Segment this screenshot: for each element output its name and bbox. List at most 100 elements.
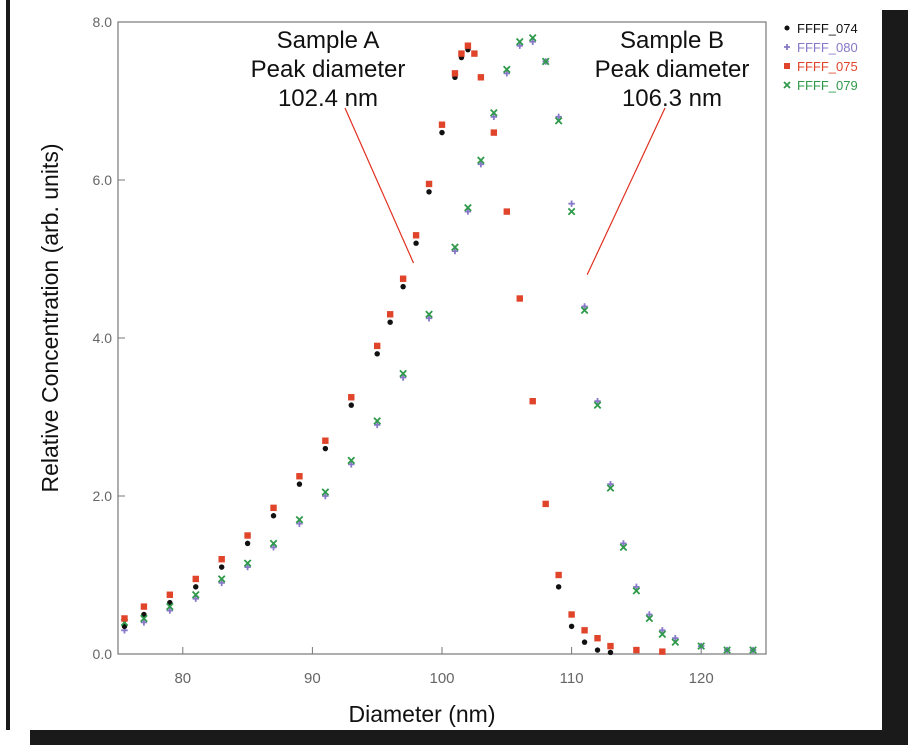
annotation-text: Sample A bbox=[277, 27, 380, 54]
annotation-pointer bbox=[344, 107, 415, 264]
axis-ticks: 80 90 100 110 120 0.0 2.0 4.0 6.0 8.0 bbox=[93, 14, 714, 687]
legend-label: FFFF_074 bbox=[797, 21, 858, 36]
data-point bbox=[348, 461, 355, 468]
data-point bbox=[373, 417, 382, 425]
data-point bbox=[400, 283, 406, 290]
data-point bbox=[580, 306, 589, 315]
data-point bbox=[387, 319, 393, 325]
data-points bbox=[120, 33, 757, 656]
data-point bbox=[593, 401, 602, 409]
data-point bbox=[581, 627, 588, 634]
data-point bbox=[192, 595, 199, 602]
data-point bbox=[594, 635, 601, 642]
data-point bbox=[270, 504, 277, 512]
data-point bbox=[528, 33, 537, 42]
legend: FFFF_074 FFFF_080 FFFF_075 FFFF_079 bbox=[783, 21, 858, 93]
data-point bbox=[581, 639, 588, 645]
data-point bbox=[646, 611, 653, 618]
data-point bbox=[464, 208, 472, 215]
data-point bbox=[451, 243, 459, 251]
data-point bbox=[296, 481, 303, 487]
data-point bbox=[516, 295, 523, 302]
data-point bbox=[399, 275, 407, 282]
data-point bbox=[503, 208, 510, 215]
data-point bbox=[607, 642, 614, 650]
data-point bbox=[218, 564, 225, 570]
data-point bbox=[568, 623, 575, 630]
annotation-text: 102.4 nm bbox=[278, 85, 378, 112]
data-point bbox=[645, 614, 654, 623]
shadow-right bbox=[878, 10, 908, 745]
data-point bbox=[399, 374, 407, 381]
legend-marker bbox=[784, 25, 790, 31]
legend-label: FFFF_080 bbox=[797, 40, 858, 55]
x-axis-label: Diameter (nm) bbox=[349, 701, 496, 727]
data-point bbox=[620, 540, 627, 547]
data-point bbox=[697, 642, 706, 650]
data-point bbox=[322, 437, 329, 444]
annotation-text: Peak diameter bbox=[595, 56, 750, 83]
data-point bbox=[659, 627, 666, 634]
data-point bbox=[374, 351, 380, 357]
data-point bbox=[217, 575, 226, 583]
data-point bbox=[425, 310, 433, 319]
data-point bbox=[490, 109, 498, 117]
panel-edge-left bbox=[6, 0, 10, 730]
data-point bbox=[374, 342, 381, 350]
data-point bbox=[322, 492, 329, 500]
data-point bbox=[218, 579, 225, 587]
legend-item: FFFF_075 bbox=[784, 59, 858, 74]
data-point bbox=[295, 515, 304, 524]
legend-item: FFFF_074 bbox=[784, 21, 858, 36]
data-point bbox=[140, 619, 148, 626]
data-point bbox=[244, 532, 251, 539]
data-point bbox=[425, 180, 433, 188]
data-point bbox=[296, 473, 303, 480]
data-point bbox=[606, 484, 615, 492]
data-point bbox=[270, 544, 277, 551]
data-point bbox=[192, 575, 199, 583]
data-point bbox=[464, 42, 472, 49]
data-point bbox=[121, 615, 128, 622]
data-point bbox=[672, 635, 679, 642]
data-point bbox=[749, 646, 757, 654]
data-point bbox=[374, 421, 381, 429]
data-point bbox=[515, 37, 524, 46]
data-point bbox=[723, 646, 731, 654]
data-point bbox=[529, 38, 536, 45]
annotation-text: 106.3 nm bbox=[622, 85, 722, 112]
x-tick-label: 90 bbox=[304, 670, 321, 687]
y-tick-label: 4.0 bbox=[93, 330, 113, 346]
data-point bbox=[321, 488, 330, 496]
legend-item: FFFF_079 bbox=[783, 78, 858, 93]
data-point bbox=[464, 203, 472, 212]
data-point bbox=[516, 42, 523, 49]
data-point bbox=[658, 630, 667, 639]
data-point bbox=[568, 200, 575, 207]
data-point bbox=[244, 563, 251, 571]
data-point bbox=[269, 539, 278, 548]
legend-label: FFFF_075 bbox=[797, 59, 858, 74]
data-point bbox=[166, 602, 174, 611]
data-point bbox=[632, 586, 641, 595]
data-point bbox=[348, 394, 355, 401]
series-FFFF_075 bbox=[121, 42, 666, 655]
data-point bbox=[671, 638, 680, 646]
data-point bbox=[348, 402, 354, 408]
data-point bbox=[140, 614, 148, 623]
data-point bbox=[166, 607, 174, 614]
data-point bbox=[555, 571, 562, 579]
data-point bbox=[218, 556, 225, 563]
data-point bbox=[581, 303, 588, 310]
legend-marker bbox=[784, 63, 790, 69]
data-point bbox=[555, 113, 562, 120]
y-tick-label: 2.0 bbox=[93, 488, 113, 504]
data-point bbox=[594, 647, 601, 653]
data-point bbox=[659, 648, 666, 655]
legend-marker bbox=[784, 44, 790, 50]
data-point bbox=[439, 129, 445, 136]
data-point bbox=[529, 398, 536, 405]
